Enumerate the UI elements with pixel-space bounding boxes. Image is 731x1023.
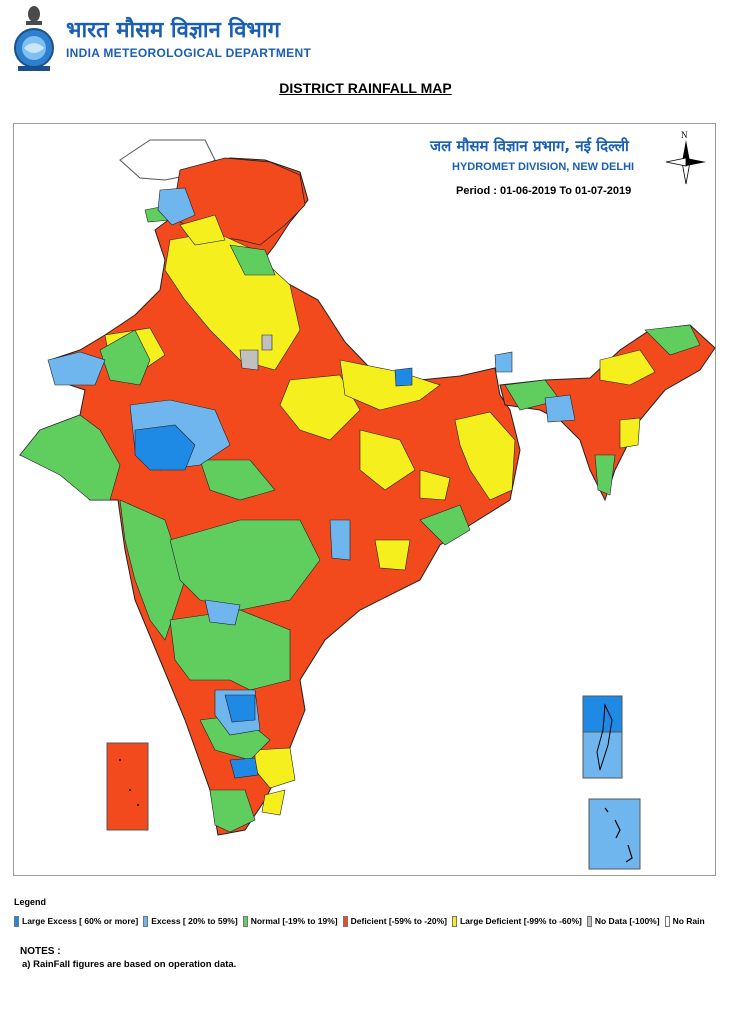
- legend-swatch: [586, 915, 592, 927]
- normal-zone-kerala: [209, 789, 256, 833]
- excess-zone-bihar: [494, 351, 513, 373]
- nicobar-inset: [588, 798, 641, 870]
- division-name-hindi: जल मौसम विज्ञान प्रभाग, नई दिल्ली: [430, 137, 629, 155]
- legend-title: Legend: [14, 897, 47, 907]
- excess-zone-jk: [157, 187, 196, 226]
- legend-item-no-rain: No Rain: [664, 915, 705, 927]
- map-title: DISTRICT RAINFALL MAP: [279, 80, 452, 96]
- legend-swatch: [143, 915, 149, 927]
- normal-zone-mp-east: [199, 459, 276, 501]
- large-deficient-zone-bengal: [454, 411, 516, 501]
- lakshadweep-inset: [106, 742, 149, 831]
- large-deficient-zone-tn: [261, 789, 286, 816]
- excess-zone-karnataka: [204, 599, 241, 626]
- large-deficient-zone-deccan: [374, 539, 411, 571]
- notes-title: NOTES :: [20, 946, 61, 957]
- legend-label: Normal [-19% to 19%]: [250, 916, 338, 926]
- legend-swatch: [664, 915, 670, 927]
- no-data-zone: [239, 349, 259, 371]
- excess-zone-gujarat: [47, 351, 106, 386]
- normal-zone-maharashtra: [169, 519, 321, 611]
- legend-item-large-deficient: Large Deficient [-99% to -60%]: [451, 915, 582, 927]
- normal-zone-rajasthan: [99, 329, 151, 386]
- org-name-english: INDIA METEOROLOGICAL DEPARTMENT: [66, 46, 312, 60]
- legend-swatch: [342, 915, 348, 927]
- large-deficient-zone-ne-south: [619, 417, 641, 449]
- legend-swatch: [14, 915, 19, 927]
- large-excess-zone-rajasthan: [134, 424, 196, 471]
- large-deficient-zone-central: [279, 374, 361, 441]
- excess-zone-east: [329, 519, 351, 561]
- normal-zone-ne-east: [644, 324, 701, 356]
- large-excess-zone-tn: [229, 757, 259, 779]
- north-arrow-icon: N: [665, 130, 706, 185]
- legend-item-large-excess: Large Excess [ 60% or more]: [14, 915, 139, 927]
- large-excess-zone-south: [224, 694, 256, 723]
- andaman-inset-top: [582, 695, 623, 733]
- legend-label: Large Deficient [-99% to -60%]: [459, 916, 582, 926]
- large-excess-zone-bengal: [394, 367, 413, 387]
- period-label: Period : 01-06-2019 To 01-07-2019: [456, 185, 632, 197]
- legend-item-normal: Normal [-19% to 19%]: [242, 915, 338, 927]
- legend-label: Excess [ 20% to 59%]: [151, 916, 238, 926]
- legend-swatch: [242, 915, 248, 927]
- andaman-inset-bottom: [582, 731, 623, 779]
- legend-label: Deficient [-59% to -20%]: [350, 916, 447, 926]
- no-data-zone-2: [261, 334, 273, 351]
- org-name-hindi: भारत मौसम विज्ञान विभाग: [66, 18, 280, 43]
- north-label: N: [681, 130, 688, 140]
- note-item: a) RainFall figures are based on operati…: [22, 959, 237, 970]
- large-deficient-zone-assam: [599, 349, 656, 386]
- legend-item-excess: Excess [ 20% to 59%]: [143, 915, 238, 927]
- legend-swatch: [451, 915, 457, 927]
- large-deficient-zone-east: [419, 469, 451, 501]
- legend-label: No Data [-100%]: [594, 916, 660, 926]
- legend-item-no-data: No Data [-100%]: [586, 915, 660, 927]
- legend-label: Large Excess [ 60% or more]: [22, 916, 139, 926]
- legend-label: No Rain: [672, 916, 705, 926]
- legend-item-deficient: Deficient [-59% to -20%]: [342, 915, 447, 927]
- large-deficient-zone-punjab: [179, 214, 226, 246]
- normal-zone-west-coast: [119, 499, 186, 641]
- excess-zone-ne: [544, 394, 576, 423]
- map-frame: [13, 123, 716, 876]
- large-deficient-zone-jharkhand: [359, 429, 416, 491]
- normal-zone-odisha: [419, 504, 471, 546]
- division-name-english: HYDROMET DIVISION, NEW DELHI: [452, 161, 635, 173]
- legend: Large Excess [ 60% or more] Excess [ 20%…: [14, 914, 710, 928]
- imd-emblem-icon: [14, 6, 54, 71]
- normal-zone-mizoram: [594, 454, 616, 496]
- normal-zone-himachal: [229, 244, 276, 276]
- normal-zone-gujarat: [19, 414, 121, 501]
